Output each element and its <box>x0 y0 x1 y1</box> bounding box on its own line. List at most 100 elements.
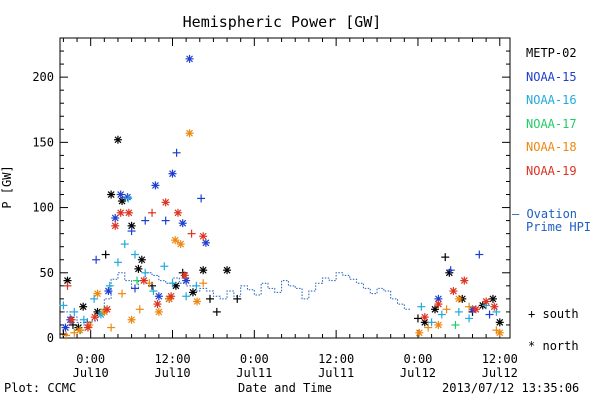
data-point-noaa-18-north <box>176 240 185 249</box>
plot-frame <box>59 37 511 339</box>
data-point-noaa-19-north <box>83 323 92 332</box>
data-point-noaa-19-north <box>67 315 76 324</box>
data-point-noaa-19-north <box>90 313 99 322</box>
data-point-noaa-16-south <box>160 262 169 271</box>
data-point-noaa-19-north <box>153 300 162 309</box>
x-tick-time: 0:00 <box>404 352 433 366</box>
chart-title: Hemispheric Power [GW] <box>183 13 382 31</box>
data-point-noaa-18-north <box>415 328 424 337</box>
data-point-metp-02-north <box>431 305 439 314</box>
x-tick-time: 12:00 <box>154 352 190 366</box>
y-tick-label: 150 <box>32 135 54 149</box>
data-point-noaa-16-south <box>427 318 436 327</box>
data-point-noaa-16-south <box>141 268 150 277</box>
data-point-metp-02-north <box>199 266 208 275</box>
data-point-metp-02-north <box>188 288 197 297</box>
data-point-noaa-15-north <box>201 238 210 247</box>
data-point-metp-02-north <box>223 266 232 275</box>
y-tick-label: 200 <box>32 70 54 84</box>
data-point-metp-02-south <box>233 294 242 303</box>
ovation-legend-line1: — Ovation <box>512 207 578 221</box>
legend-entry-noaa-16: NOAA-16 <box>526 93 577 107</box>
footer-credit: Plot: CCMC <box>4 381 77 395</box>
data-point-metp-02-north <box>137 255 146 264</box>
data-point-noaa-18-north <box>154 307 163 316</box>
legend-entry-noaa-18: NOAA-18 <box>526 140 577 154</box>
data-point-metp-02-north <box>113 135 122 144</box>
data-point-noaa-15-south <box>92 255 101 264</box>
ovation-legend: — Ovation Prime HPI <box>512 208 591 234</box>
data-point-noaa-15-north <box>154 292 163 301</box>
x-tick-date: Jul11 <box>318 366 354 380</box>
star-marker-icon: * <box>528 339 536 353</box>
data-point-noaa-19-north <box>434 300 443 309</box>
data-point-noaa-19-north <box>460 276 469 285</box>
data-point-noaa-15-south <box>197 194 206 203</box>
data-point-noaa-16-south <box>120 240 129 249</box>
legend-entry-noaa-17: NOAA-17 <box>526 116 577 131</box>
data-point-noaa-16-south <box>79 315 88 324</box>
data-point-noaa-16-south <box>59 301 68 310</box>
data-point-noaa-18-south <box>199 279 208 288</box>
data-point-noaa-15-north <box>185 54 194 63</box>
data-point-metp-02-south <box>441 253 450 262</box>
data-point-noaa-15-south <box>141 216 150 225</box>
data-point-noaa-19-north <box>482 297 491 306</box>
data-point-noaa-19-north <box>111 221 120 230</box>
data-point-noaa-18-north <box>171 236 180 245</box>
data-point-noaa-16-south <box>70 307 79 316</box>
data-point-noaa-18-north <box>193 297 202 306</box>
data-point-noaa-18-south <box>135 305 144 314</box>
x-tick-time: 0:00 <box>240 352 269 366</box>
y-axis-label: P [GW] <box>0 165 14 208</box>
footer-timestamp: 2013/07/12 13:35:06 <box>442 381 580 395</box>
data-point-noaa-19-north <box>420 313 429 322</box>
data-point-noaa-16-south <box>417 302 426 311</box>
x-tick-time: 0:00 <box>76 352 105 366</box>
data-point-noaa-15-south <box>161 216 170 225</box>
data-point-noaa-15-south <box>127 227 136 236</box>
data-point-metp-02-north <box>118 197 127 206</box>
marker-legend-north-label: north <box>542 339 579 353</box>
data-point-metp-02-north <box>495 318 504 327</box>
data-point-metp-02-north <box>79 302 88 311</box>
ovation-legend-line2: Prime HPI <box>526 220 592 234</box>
data-point-noaa-15-south <box>485 310 494 319</box>
x-tick-time: 12:00 <box>318 352 354 366</box>
data-point-noaa-18-north <box>75 326 84 335</box>
data-point-noaa-16-south <box>168 279 177 288</box>
data-point-noaa-19-north <box>124 208 133 217</box>
data-point-noaa-19-south <box>148 208 157 217</box>
data-point-noaa-19-north <box>116 208 125 217</box>
data-point-noaa-15-south <box>475 250 484 259</box>
data-point-noaa-19-north <box>199 232 208 241</box>
data-point-noaa-19-north <box>490 302 499 311</box>
data-point-noaa-15-north <box>61 323 70 332</box>
y-axis: 0 50 100 150 200 <box>32 50 510 345</box>
data-point-noaa-18-south <box>62 331 71 340</box>
data-points <box>59 54 504 340</box>
data-point-noaa-16-south <box>149 287 158 296</box>
data-point-noaa-19-south <box>63 281 72 290</box>
data-point-noaa-16-south <box>454 307 463 316</box>
data-point-noaa-18-south <box>442 305 451 314</box>
data-point-noaa-15-north <box>116 190 125 199</box>
y-tick-label: 50 <box>40 266 54 280</box>
data-point-noaa-15-north <box>168 169 177 178</box>
data-point-noaa-18-south <box>465 302 474 311</box>
legend-entry-noaa-19: NOAA-19 <box>526 163 577 178</box>
data-point-noaa-19-north <box>180 271 189 280</box>
data-point-noaa-19-north <box>103 305 112 314</box>
data-point-metp-02-south <box>413 314 422 323</box>
marker-legend-south: + south <box>528 298 579 330</box>
data-point-metp-02-south <box>206 294 214 303</box>
data-point-noaa-16-south <box>192 281 201 290</box>
x-tick-date: Jul10 <box>154 366 190 380</box>
data-point-metp-02-north <box>107 190 116 199</box>
data-point-noaa-18-south <box>424 323 433 332</box>
data-point-noaa-15-south <box>446 266 455 275</box>
data-point-noaa-15-south <box>172 148 181 157</box>
data-point-metp-02-south <box>101 250 110 259</box>
data-point-noaa-19-north <box>449 287 458 296</box>
